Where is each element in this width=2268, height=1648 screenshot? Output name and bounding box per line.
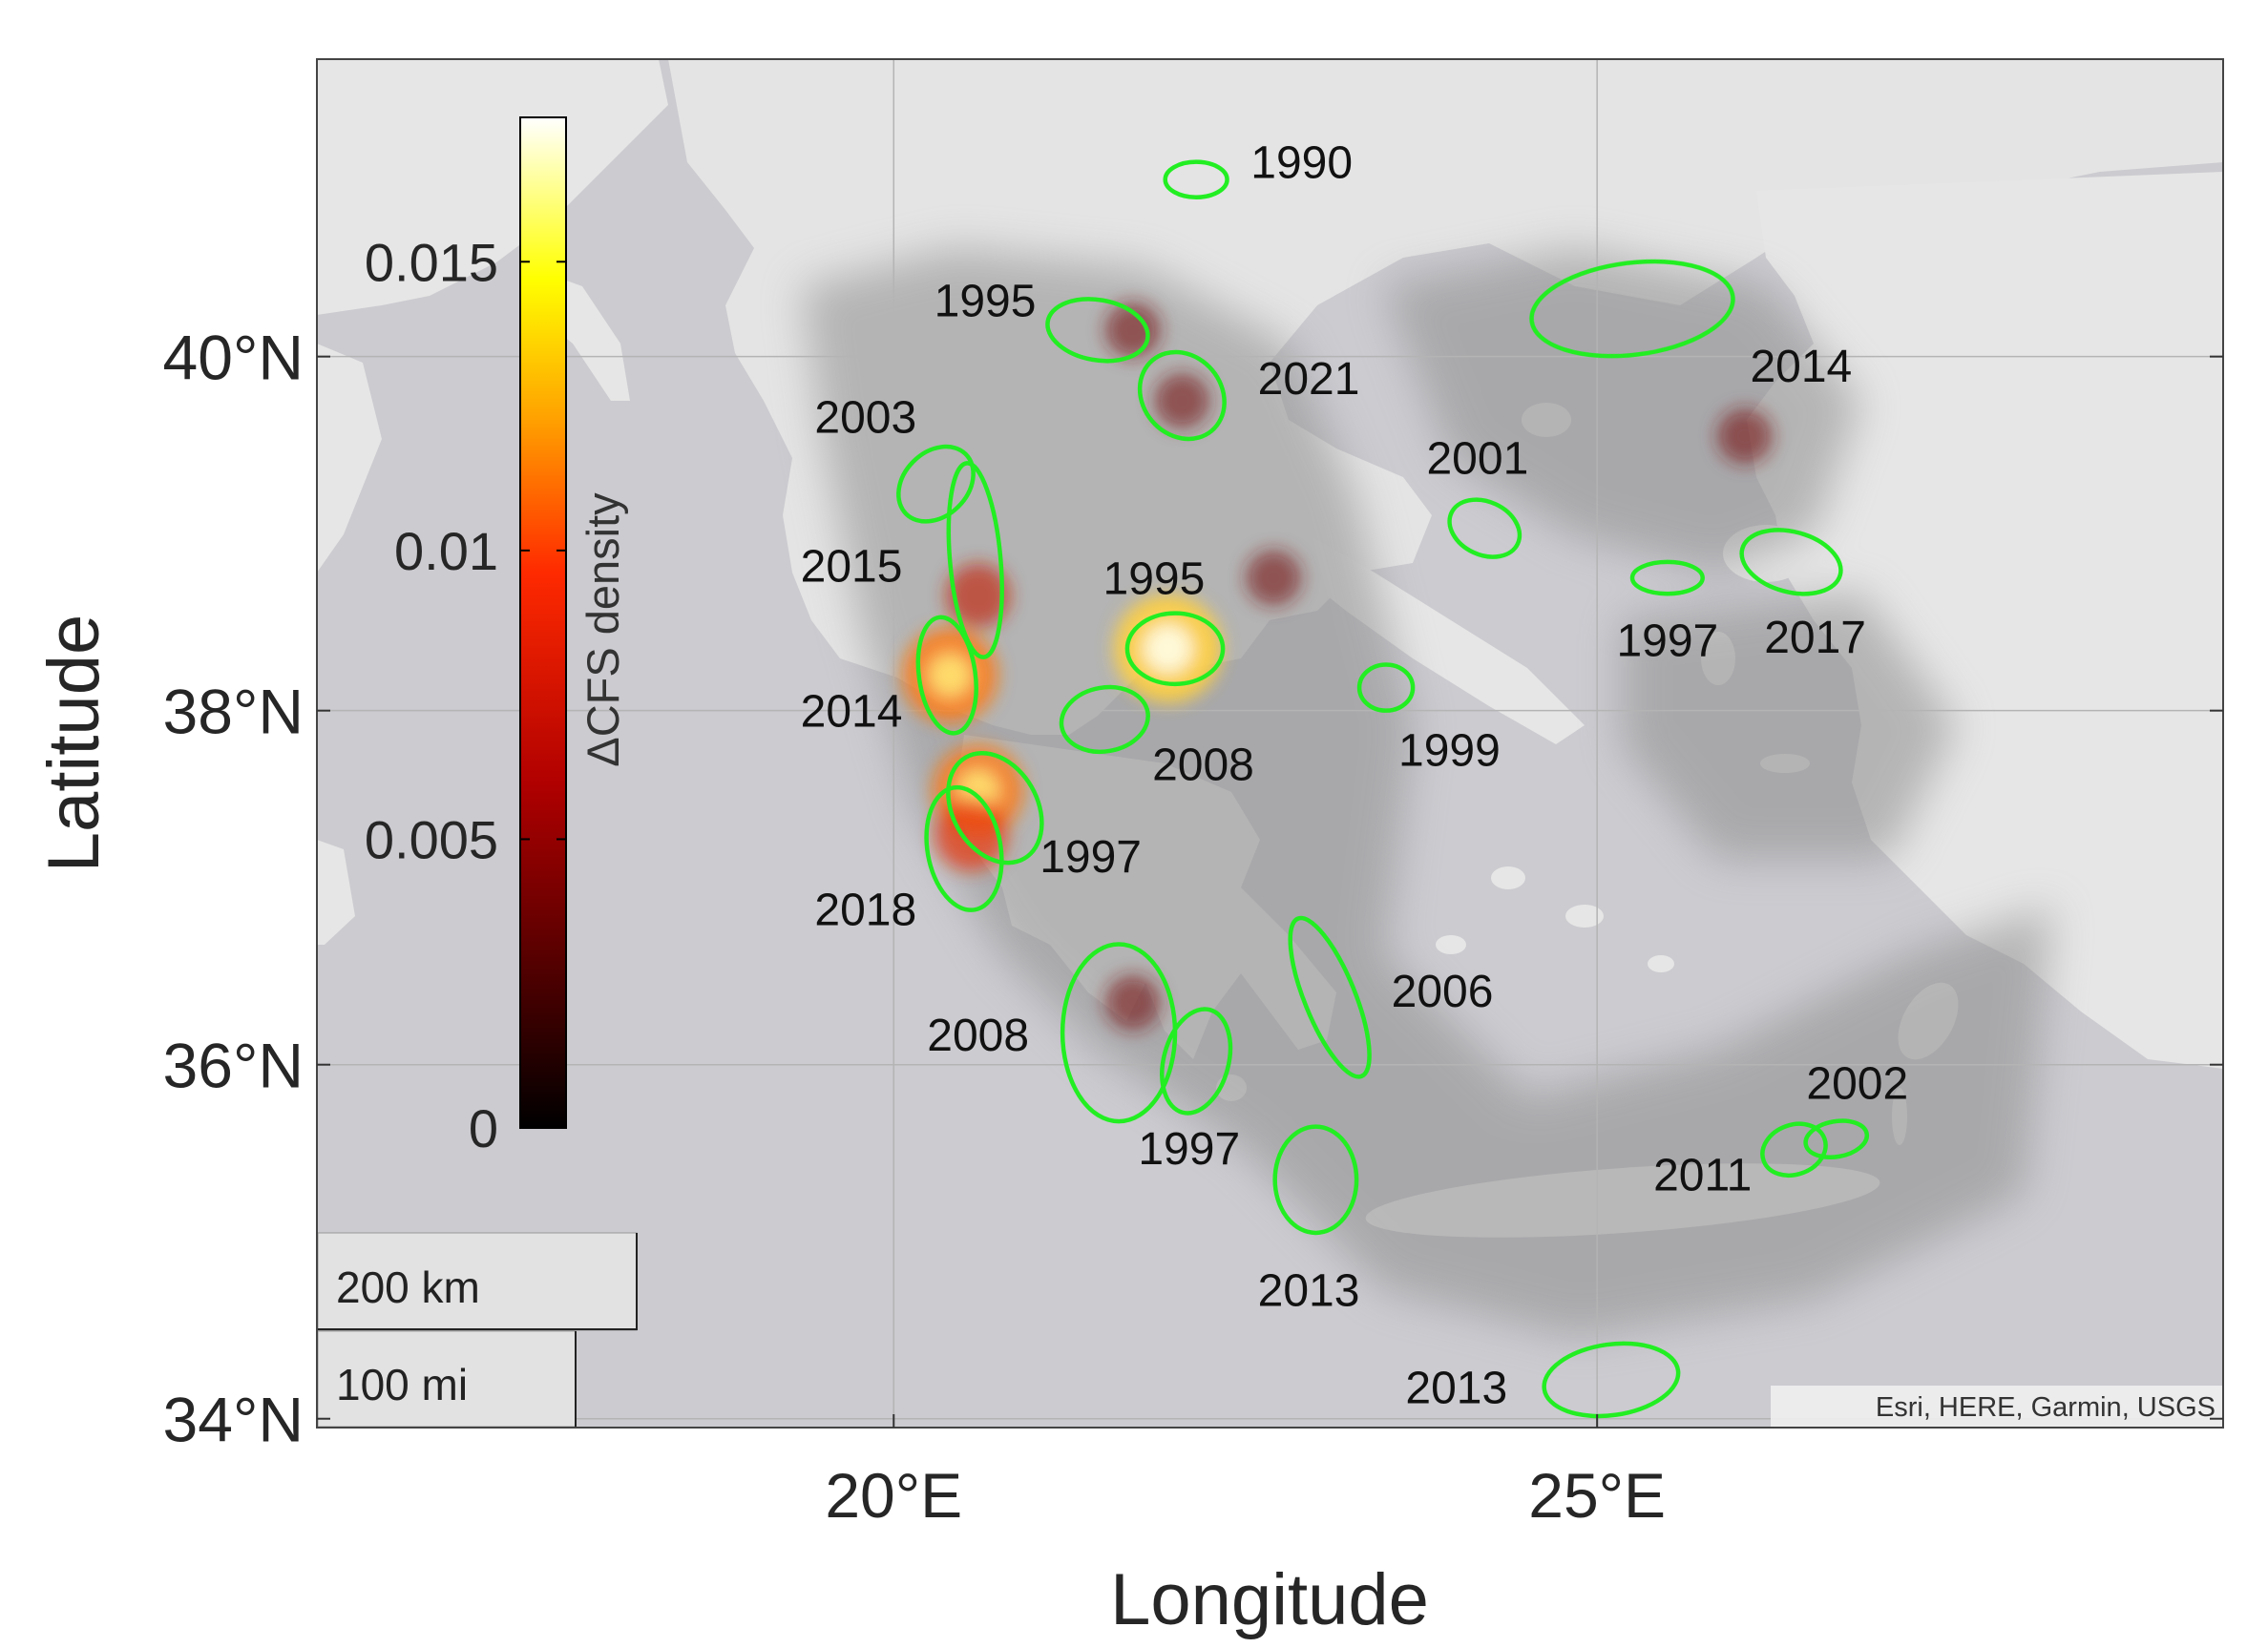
contour-2003 (896, 444, 976, 524)
land-italy (317, 59, 668, 315)
density-hotspot (1246, 550, 1302, 606)
tick-labels: 20°E 25°E 34°N 36°N 38°N 40°N (163, 323, 2223, 1531)
contour-2013 (1272, 1124, 1359, 1236)
contour-2021 (1137, 349, 1227, 442)
contour-2014 (1529, 259, 1735, 359)
grid-lines (317, 59, 2223, 1428)
x-tick-label: 25°E (1528, 1460, 1666, 1531)
contour-2002 (1803, 1118, 1870, 1159)
x-axis-label: Longitude (1110, 1559, 1429, 1640)
contour-2014 (915, 615, 978, 736)
contour-label-2011: 2011 (1653, 1151, 1752, 1201)
scalebar-km-box (317, 1232, 638, 1331)
land-turkey (1747, 172, 2223, 1069)
scalebar-mi-label: 100 mi (336, 1360, 468, 1409)
contour-2013 (1542, 1341, 1681, 1419)
contour-label-1999: 1999 (1398, 725, 1501, 776)
map-axes: 1990 1995 2021 2014 2003 2001 2015 1997 2017 1995… (316, 58, 2224, 1429)
x-tick-label: 20°E (825, 1460, 962, 1531)
contour-2015 (946, 461, 1004, 659)
contour-1990 (1163, 159, 1229, 199)
density-hotspot-core (928, 654, 972, 697)
contour-label-1995: 1995 (1103, 554, 1206, 605)
colorbar-ticks: 0 0.005 0.01 0.015 (365, 232, 566, 1158)
haze-north-aegean (1384, 248, 1861, 573)
density-hotspot (945, 563, 1011, 628)
contour-2008 (1059, 684, 1150, 755)
axes-frame (316, 58, 2224, 1429)
colorbar-label: ΔCFS density (578, 492, 628, 767)
contour-label-1997: 1997 (1040, 832, 1142, 883)
contour-1999 (1356, 662, 1416, 713)
contour-1995 (1124, 611, 1226, 687)
attribution: Esri, HERE, Garmin, USGS (1771, 1386, 2223, 1428)
contour-label-1997: 1997 (1138, 1124, 1240, 1175)
contour-2001 (1447, 497, 1522, 559)
density-hotspot (1104, 974, 1161, 1031)
contour-label-2013: 2013 (1405, 1363, 1507, 1413)
density-hotspot (1154, 372, 1210, 429)
y-tick-label: 40°N (163, 323, 304, 393)
land-cyclades-c (1436, 935, 1466, 954)
contour-2006 (1288, 915, 1372, 1079)
y-tick-label: 34°N (163, 1385, 304, 1455)
contour-label-2014: 2014 (1750, 342, 1852, 392)
contour-1997 (1160, 1007, 1233, 1116)
y-tick-label: 38°N (163, 677, 304, 747)
density-hotspot (1716, 407, 1774, 465)
contour-label-2006: 2006 (1392, 967, 1494, 1017)
y-axis-label: Latitude (33, 615, 115, 872)
contour-label-1997: 1997 (1616, 615, 1718, 666)
land-cyclades-a (1491, 866, 1525, 889)
land-cyclades-d (1648, 955, 1674, 972)
contour-label-2002: 2002 (1806, 1058, 1908, 1109)
contour-label-2003: 2003 (814, 393, 916, 444)
density-hotspot-core (1144, 624, 1193, 674)
contour-1997 (946, 751, 1044, 866)
attribution-text: Esri, HERE, Garmin, USGS (1876, 1392, 2216, 1423)
colorbar-tick-label: 0.005 (365, 809, 498, 869)
contour-label-2008: 2008 (927, 1011, 1029, 1061)
contour-label-2021: 2021 (1258, 354, 1360, 405)
contour-label-2013: 2013 (1258, 1265, 1360, 1316)
contour-label-2017: 2017 (1764, 613, 1866, 663)
rupture-contours (896, 159, 1870, 1419)
colorbar: 0 0.005 0.01 0.015 ΔCFS density (365, 116, 628, 1158)
contour-labels: 1990 1995 2021 2014 2003 2001 2015 1997 2017 1995… (801, 138, 1909, 1414)
contour-2011 (1760, 1121, 1828, 1179)
colorbar-tick-label: 0.015 (365, 232, 498, 292)
attribution-box (1771, 1386, 2223, 1428)
contour-label-1990: 1990 (1250, 138, 1353, 189)
contour-label-2001: 2001 (1426, 433, 1528, 484)
contour-label-2014: 2014 (801, 687, 903, 738)
land-sicily-edge (317, 840, 355, 945)
scalebar: 200 km 100 mi (317, 1232, 638, 1428)
colorbar-tick-label: 0.01 (394, 521, 498, 581)
scalebar-km-label: 200 km (336, 1262, 480, 1312)
contour-1997 (1629, 559, 1705, 596)
contour-label-2018: 2018 (814, 885, 916, 935)
colorbar-gradient (519, 116, 567, 1129)
contour-label-2015: 2015 (801, 542, 903, 593)
haze-east-aegean (1623, 592, 1957, 859)
land-calabria (317, 344, 382, 573)
contour-2018 (924, 784, 1004, 912)
contour-2017 (1739, 528, 1843, 596)
colorbar-tick-label: 0 (469, 1098, 498, 1158)
land-cyclades-b (1565, 905, 1604, 928)
contour-label-1995: 1995 (934, 276, 1037, 326)
contour-1995 (1045, 297, 1150, 364)
y-tick-label: 36°N (163, 1031, 304, 1101)
contour-label-2008: 2008 (1152, 740, 1254, 790)
